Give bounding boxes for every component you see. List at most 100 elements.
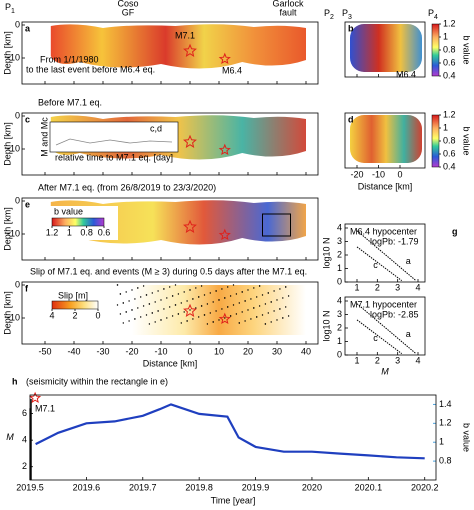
aftershock-dot: [215, 290, 217, 292]
panel-frame: [21, 21, 319, 85]
aftershock-dot: [276, 319, 278, 321]
aftershock-dot: [134, 318, 136, 320]
x-tick-label: 2: [375, 282, 380, 292]
aftershock-dot: [247, 309, 249, 311]
colorbar-tick-label: 0.8: [443, 44, 456, 54]
colorbar: [51, 217, 105, 227]
colorbar-label: b value: [462, 35, 472, 64]
x-tick-label: 40: [301, 346, 311, 356]
colorbar: [431, 114, 440, 168]
aftershock-dot: [258, 285, 261, 287]
fault-label: Garlock: [272, 0, 304, 8]
x-tick-label: -10: [372, 169, 385, 179]
aftershock-dot: [241, 291, 243, 293]
aftershock-dot: [224, 317, 226, 319]
aftershock-dot: [229, 295, 232, 297]
aftershock-dot: [142, 305, 145, 307]
aftershock-dot: [186, 320, 188, 322]
aftershock-dot: [270, 301, 272, 303]
x-tick-label: 4: [415, 282, 420, 292]
aftershock-dot: [206, 303, 209, 305]
aftershock-dot: [279, 288, 281, 290]
aftershock-dot: [256, 296, 258, 298]
y2-axis-label: b value: [462, 423, 472, 452]
panel-note: From 1/1/1980: [40, 54, 99, 64]
panel-frame: [21, 197, 319, 261]
b-value-line: [35, 403, 425, 460]
x-tick-label: -20: [125, 346, 138, 356]
colorbar-tick-label: 2: [72, 310, 77, 320]
aftershock-dot: [157, 310, 159, 312]
aftershock-dot: [227, 286, 229, 288]
y-tick-label: -10: [7, 143, 20, 153]
colorbar: [431, 23, 440, 77]
x-tick-label: -40: [67, 346, 80, 356]
aftershock-dot: [186, 300, 188, 302]
aftershock-dot: [180, 302, 182, 304]
letter-box: [23, 23, 32, 33]
hypocenter-star: [218, 143, 231, 156]
aftershock-dot: [218, 319, 220, 321]
aftershock-dot: [253, 307, 255, 309]
colorbar-tick-label: 1: [67, 227, 72, 237]
aftershock-dot: [195, 287, 197, 289]
hypocenter-star: [218, 228, 231, 241]
colorbar-tick-label: 1: [443, 122, 448, 132]
x-tick-label: 2019.9: [242, 482, 270, 492]
aftershock-dot: [198, 316, 200, 318]
aftershock-dot: [282, 297, 284, 299]
letter-box: [23, 283, 32, 293]
aftershock-dot: [253, 287, 255, 289]
aftershock-dot: [232, 304, 235, 306]
aftershock-dot: [160, 299, 162, 301]
target-rectangle: [262, 213, 291, 237]
panel-frame: [344, 112, 426, 169]
fit-c: [356, 319, 403, 355]
aftershock-dot: [174, 304, 177, 306]
hypocenter-star: [183, 43, 197, 57]
y-tick-label: 4: [22, 435, 27, 445]
aftershock-dot: [238, 302, 240, 304]
aftershock-dot: [200, 285, 203, 287]
aftershock-dot: [215, 310, 217, 312]
aftershock-dot: [235, 313, 238, 315]
b-value-map: [350, 24, 422, 72]
panel-note: to the last event before M6.4 eq.: [26, 64, 155, 74]
aftershock-dot: [171, 295, 174, 297]
p3-label-sub: 3: [348, 14, 352, 21]
aftershock-dot: [119, 293, 122, 295]
aftershock-dot: [180, 322, 182, 324]
aftershock-dot: [241, 311, 243, 313]
aftershock-dot: [203, 314, 206, 316]
inset-trace: [55, 138, 173, 146]
y-tick-label: 0: [15, 195, 20, 205]
x-tick-label: 2019.6: [73, 482, 101, 492]
x-tick-label: 3: [395, 355, 400, 365]
y-axis-label: log10 N: [321, 310, 331, 341]
aftershock-dot: [137, 307, 139, 309]
aftershock-dot: [221, 308, 223, 310]
y-axis-label: Depth [km]: [2, 31, 12, 75]
aftershock-dot: [270, 321, 272, 323]
aftershock-dot: [163, 308, 165, 310]
aftershock-dot: [157, 290, 159, 292]
x-tick-label: -30: [96, 346, 109, 356]
colorbar-tick-label: 1.2: [46, 227, 59, 237]
aftershock-dot: [282, 317, 284, 319]
logp-label: logPb: -2.85: [370, 309, 419, 319]
aftershock-dot: [267, 312, 269, 314]
colorbar-tick-label: 4: [49, 310, 54, 320]
fault-label: fault: [279, 7, 297, 17]
y-tick-label: 3: [337, 309, 342, 319]
aftershock-dot: [122, 322, 125, 324]
colorbar-tick-label: 0.6: [443, 148, 456, 158]
x-axis-label: M: [381, 366, 389, 376]
x-tick-label: -20: [350, 169, 363, 179]
p4-label-main: P: [428, 8, 434, 18]
colorbar-tick-label: 1.2: [443, 109, 456, 119]
aftershock-dot: [273, 310, 275, 312]
x-tick-label: 4: [415, 355, 420, 365]
aftershock-dot: [276, 299, 278, 301]
x-tick-label: -10: [154, 346, 167, 356]
aftershock-dot: [206, 323, 209, 325]
